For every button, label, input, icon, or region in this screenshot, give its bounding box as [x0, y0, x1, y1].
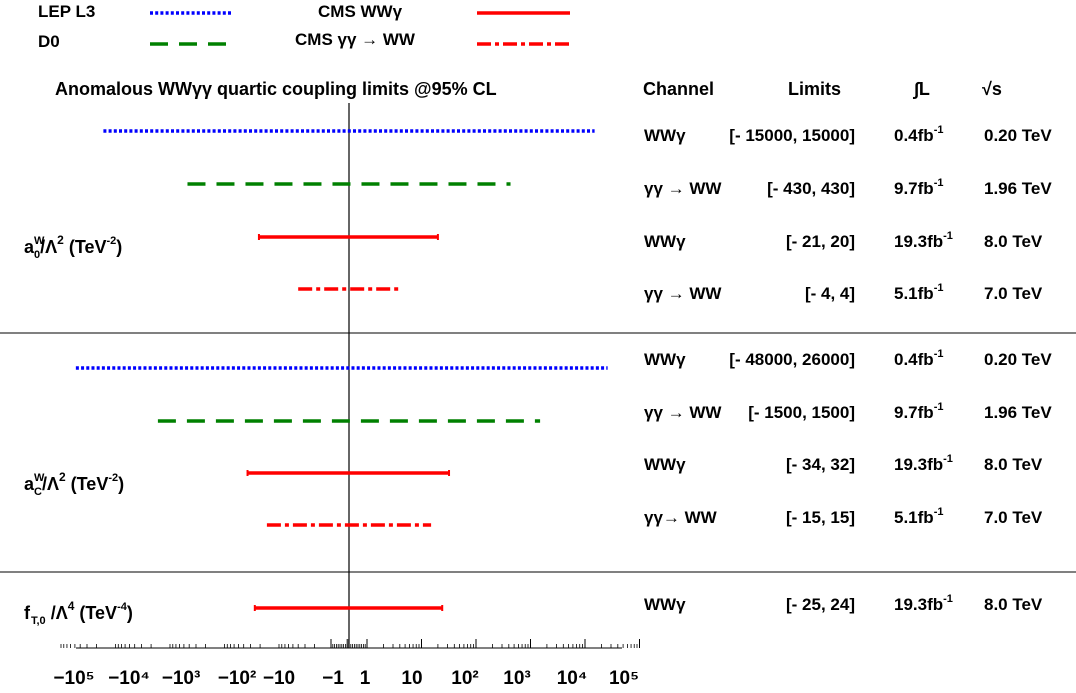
tick-label: −10²: [218, 668, 257, 689]
tick-label: 10³: [503, 668, 530, 689]
tick-label: −10: [263, 668, 295, 689]
limits-cell: [- 1500, 1500]: [748, 403, 855, 422]
energy-cell: 8.0 TeV: [984, 232, 1043, 251]
energy-cell: 1.96 TeV: [984, 179, 1052, 198]
group-label: fT,0 /Λ4 (TeV-4): [24, 599, 133, 627]
lumi-cell: 9.7fb-1: [894, 177, 943, 198]
lumi-cell: 19.3fb-1: [894, 230, 953, 251]
channel-cell: WWγ: [644, 595, 686, 614]
limits-cell: [- 430, 430]: [767, 179, 855, 198]
group-label: aW C/Λ2 (TeV-2): [24, 470, 124, 498]
header-lumi: ∫L: [913, 79, 930, 99]
channel-cell: WWγ: [644, 455, 686, 474]
channel-cell: γγ → WW: [644, 403, 722, 422]
channel-cell: γγ→ WW: [644, 508, 718, 527]
energy-cell: 0.20 TeV: [984, 126, 1052, 145]
header-channel: Channel: [643, 79, 714, 99]
lumi-cell: 5.1fb-1: [894, 506, 943, 527]
limits-cell: [- 21, 20]: [786, 232, 855, 251]
energy-cell: 0.20 TeV: [984, 350, 1052, 369]
table-headers: Channel Limits ∫L √s: [643, 79, 1002, 99]
x-axis: −10⁵ −10⁴ −10³ −10² −10 −1 1 10 10² 10³ 10⁴ 10⁵: [53, 103, 640, 689]
legend-label: LEP L3: [38, 2, 95, 21]
lumi-cell: 5.1fb-1: [894, 282, 943, 303]
tick-label: 10: [401, 668, 422, 689]
limit-rows: [75, 129, 608, 611]
limits-cell: [- 48000, 26000]: [729, 350, 855, 369]
lumi-cell: 0.4fb-1: [894, 124, 943, 145]
channel-cell: WWγ: [644, 350, 686, 369]
limits-cell: [- 34, 32]: [786, 455, 855, 474]
header-energy: √s: [982, 79, 1002, 99]
tick-label: −10³: [162, 668, 201, 689]
legend-label: CMS γγ → WW: [295, 30, 416, 49]
energy-cell: 1.96 TeV: [984, 403, 1052, 422]
tick-label: −1: [322, 668, 344, 689]
energy-cell: 8.0 TeV: [984, 595, 1043, 614]
lumi-cell: 0.4fb-1: [894, 348, 943, 369]
channel-cell: WWγ: [644, 232, 686, 251]
legend-label: D0: [38, 32, 60, 51]
channel-cell: γγ → WW: [644, 179, 722, 198]
header-limits: Limits: [788, 79, 841, 99]
legend: LEP L3 D0 CMS WWγ CMS γγ → WW: [38, 2, 570, 51]
tick-label: −10⁵: [53, 668, 94, 689]
group-label: aW 0/Λ2 (TeV-2): [24, 233, 122, 261]
lumi-cell: 19.3fb-1: [894, 453, 953, 474]
channel-cell: WWγ: [644, 126, 686, 145]
energy-cell: 7.0 TeV: [984, 508, 1043, 527]
tick-label: 10²: [451, 668, 478, 689]
limits-cell: [- 4, 4]: [805, 284, 855, 303]
legend-label: CMS WWγ: [318, 2, 403, 21]
energy-cell: 7.0 TeV: [984, 284, 1043, 303]
tick-label: −10⁴: [108, 668, 150, 689]
limits-table: WWγ [- 15000, 15000] 0.4fb-1 0.20 TeV γγ → W…: [0, 124, 1076, 614]
lumi-cell: 19.3fb-1: [894, 593, 953, 614]
lumi-cell: 9.7fb-1: [894, 401, 943, 422]
tick-label: 10⁴: [557, 668, 588, 689]
tick-label: 1: [360, 668, 371, 689]
limits-cell: [- 25, 24]: [786, 595, 855, 614]
channel-cell: γγ → WW: [644, 284, 722, 303]
group-labels: aW 0/Λ2 (TeV-2) aW C/Λ2 (TeV-2) fT,0 /Λ4 (Te…: [24, 233, 133, 627]
tick-label: 10⁵: [609, 668, 639, 689]
chart-title: Anomalous WWγγ quartic coupling limits @…: [55, 79, 497, 99]
limits-cell: [- 15000, 15000]: [729, 126, 855, 145]
limits-cell: [- 15, 15]: [786, 508, 855, 527]
energy-cell: 8.0 TeV: [984, 455, 1043, 474]
